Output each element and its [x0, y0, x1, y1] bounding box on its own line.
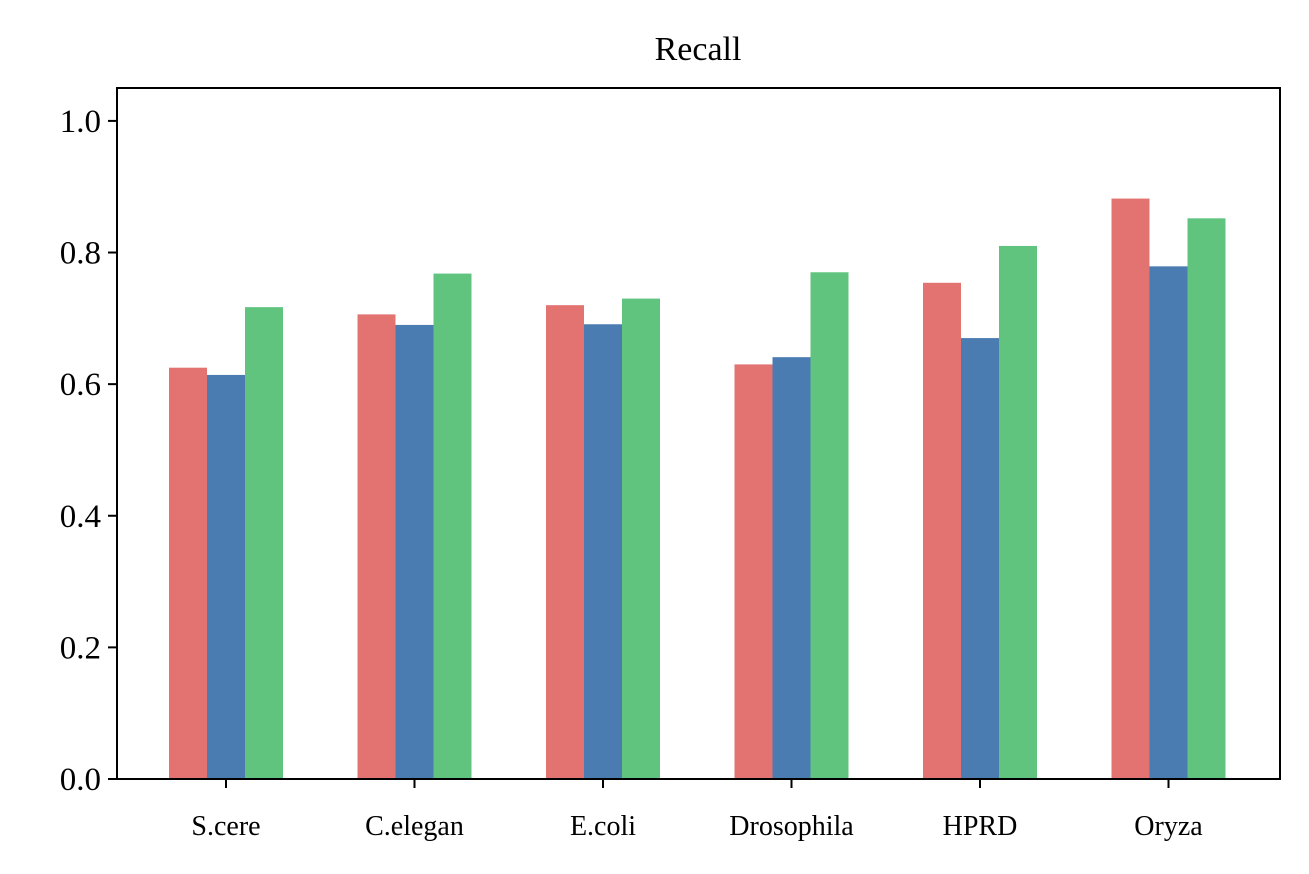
bar-hprd-series-2 — [961, 338, 999, 779]
bar-c-elegan-series-3 — [433, 273, 472, 779]
bar-e-coli-series-1 — [546, 305, 584, 779]
x-axis: S.cere C.elegan E.coli Drosophila HPRD Oryza — [191, 779, 1203, 842]
x-tick-label-e-coli: E.coli — [570, 811, 636, 842]
bar-drosophila-series-2 — [772, 357, 811, 779]
y-tick-label: 0.2 — [60, 630, 101, 666]
bar-s-cere-series-2 — [207, 374, 245, 779]
bar-drosophila-series-3 — [810, 272, 849, 779]
x-tick-label-oryza: Oryza — [1134, 811, 1203, 842]
plot-frame — [116, 87, 1281, 780]
y-axis: 0.0 0.2 0.4 0.6 0.8 1.0 — [60, 104, 117, 798]
bar-hprd-series-3 — [999, 245, 1037, 779]
bar-hprd-series-1 — [923, 282, 961, 779]
y-tick-label: 0.4 — [60, 499, 101, 535]
bar-e-coli-series-2 — [584, 324, 622, 779]
bar-oryza-series-3 — [1187, 218, 1226, 779]
y-tick-label: 1.0 — [60, 104, 101, 140]
y-tick-label: 0.0 — [60, 762, 101, 798]
y-tick-label: 0.8 — [60, 236, 101, 272]
x-tick-label-c-elegan: C.elegan — [365, 811, 464, 842]
bar-oryza-series-2 — [1149, 266, 1188, 779]
bar-drosophila-series-1 — [734, 364, 773, 779]
x-tick-label-hprd: HPRD — [943, 811, 1018, 842]
x-tick-label-s-cere: S.cere — [191, 811, 260, 842]
bar-oryza-series-1 — [1111, 198, 1150, 779]
y-tick-label: 0.6 — [60, 367, 101, 403]
bar-c-elegan-series-2 — [395, 324, 434, 779]
chart-title: Recall — [655, 31, 742, 68]
bar-e-coli-series-3 — [622, 298, 660, 779]
bar-s-cere-series-1 — [169, 367, 207, 779]
bar-s-cere-series-3 — [245, 307, 283, 779]
x-tick-label-drosophila: Drosophila — [729, 811, 854, 842]
bars-group — [169, 198, 1226, 779]
bar-c-elegan-series-1 — [357, 314, 396, 779]
